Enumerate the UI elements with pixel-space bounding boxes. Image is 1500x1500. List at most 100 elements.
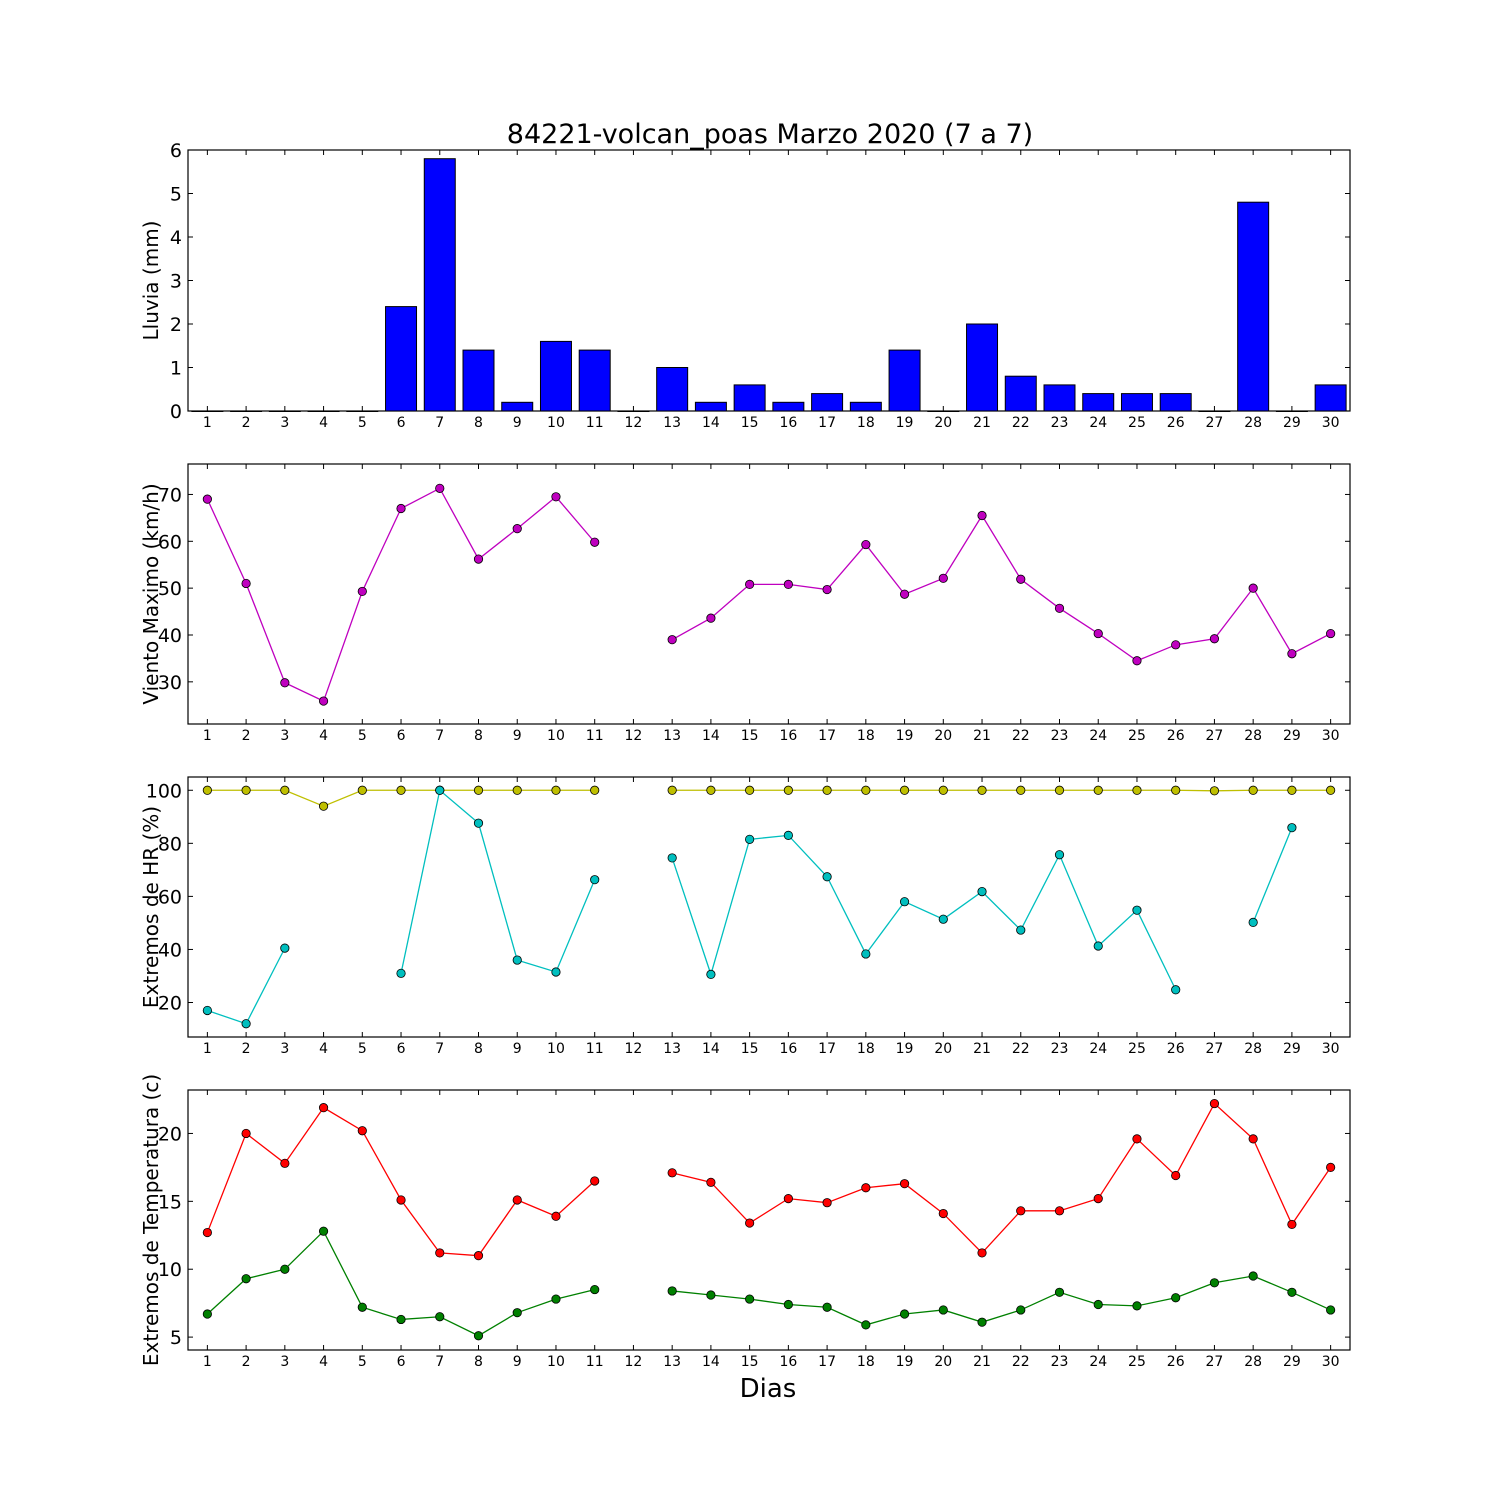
plot-frame [187,463,1351,725]
x-tick-label: 25 [1128,728,1146,744]
series-line [671,834,1177,991]
series-point [822,872,832,882]
series-point [473,1331,484,1341]
series-point [783,785,793,795]
x-tick-label: 8 [474,1041,483,1057]
y-tick-label: 5 [170,1327,182,1349]
x-tick-label: 6 [397,1354,406,1370]
series-point [590,1176,600,1186]
x-tick-label: 13 [663,415,681,431]
series-point [745,785,755,795]
rain-bar [578,349,611,412]
rain-bar [385,306,418,412]
x-tick-label: 15 [741,1354,759,1370]
x-tick-label: 7 [435,1041,444,1057]
x-tick-label: 17 [818,1041,836,1057]
series-point [1016,1305,1026,1315]
series-point [1093,941,1103,951]
series-point [1248,1134,1258,1144]
y-tick-label: 40 [158,625,182,647]
series-point [241,1274,251,1284]
series-point [551,785,561,795]
series-point [590,1284,600,1295]
series-point [822,1302,832,1312]
series-point [473,785,484,795]
series-point [512,1308,522,1318]
series-line [207,947,286,1025]
y-tick-label: 60 [158,886,182,908]
series-line [400,789,596,974]
x-tick-label: 30 [1322,1354,1340,1370]
x-tick-label: 18 [857,415,875,431]
y-tick-label: 5 [170,184,182,206]
x-tick-label: 15 [741,1041,759,1057]
x-tick-label: 17 [818,415,836,431]
x-tick-label: 21 [973,1354,991,1370]
series-point [706,613,716,623]
x-tick-label: 16 [779,1354,797,1370]
x-tick-label: 5 [358,1041,367,1057]
rain-bar [423,158,456,412]
x-tick-label: 17 [818,728,836,744]
x-tick-label: 8 [474,415,483,431]
series-point [783,1194,793,1204]
x-tick-label: 26 [1167,728,1185,744]
series-point [1287,1219,1297,1230]
x-tick-label: 12 [625,1041,643,1057]
x-tick-label: 14 [702,1354,720,1370]
series-line [1252,827,1293,923]
series-point [241,785,251,795]
series-point [745,834,755,844]
y-tick-label: 20 [158,1123,182,1145]
rain-bar [307,410,340,412]
x-tick-label: 11 [586,1041,604,1057]
y-tick-label: 1 [170,358,182,380]
x-tick-label: 27 [1206,415,1224,431]
x-tick-label: 26 [1167,415,1185,431]
x-tick-label: 21 [973,1041,991,1057]
y-tick-label: 6 [170,140,182,162]
series-point [590,537,600,547]
x-tick-label: 26 [1167,1354,1185,1370]
series-point [1171,785,1181,795]
series-point [1132,785,1142,795]
series-point [473,554,484,564]
rain-bar [539,340,572,412]
series-point [1209,634,1220,644]
series-point [706,1290,716,1300]
series-point [1132,1134,1142,1144]
y-tick-label: 70 [158,484,182,506]
series-point [667,1286,677,1296]
series-point [473,1251,484,1261]
series-point [899,897,910,907]
series-point [899,589,910,599]
series-point [938,573,948,583]
x-tick-label: 6 [397,728,406,744]
series-point [435,785,445,795]
series-point [706,969,716,979]
x-tick-label: 25 [1128,1354,1146,1370]
rain-bar [733,384,766,412]
x-tick-label: 23 [1051,1041,1069,1057]
x-tick-label: 19 [896,1041,914,1057]
series-point [1054,850,1065,860]
series-point [512,524,522,534]
series-point [1093,1194,1103,1204]
plot-frame [187,149,1351,412]
series-point [861,539,871,550]
y-tick-label: 80 [158,833,182,855]
rain-bar [849,401,882,412]
series-point [783,1299,793,1310]
series-line [206,487,596,702]
rain-bar [656,367,689,412]
series-point [1326,628,1336,639]
series-line [672,789,1331,792]
x-tick-label: 7 [435,728,444,744]
x-tick-label: 4 [319,728,328,744]
x-tick-label: 14 [702,1041,720,1057]
x-tick-label: 4 [319,1354,328,1370]
x-tick-label: 3 [280,1354,289,1370]
series-point [1248,1271,1258,1281]
